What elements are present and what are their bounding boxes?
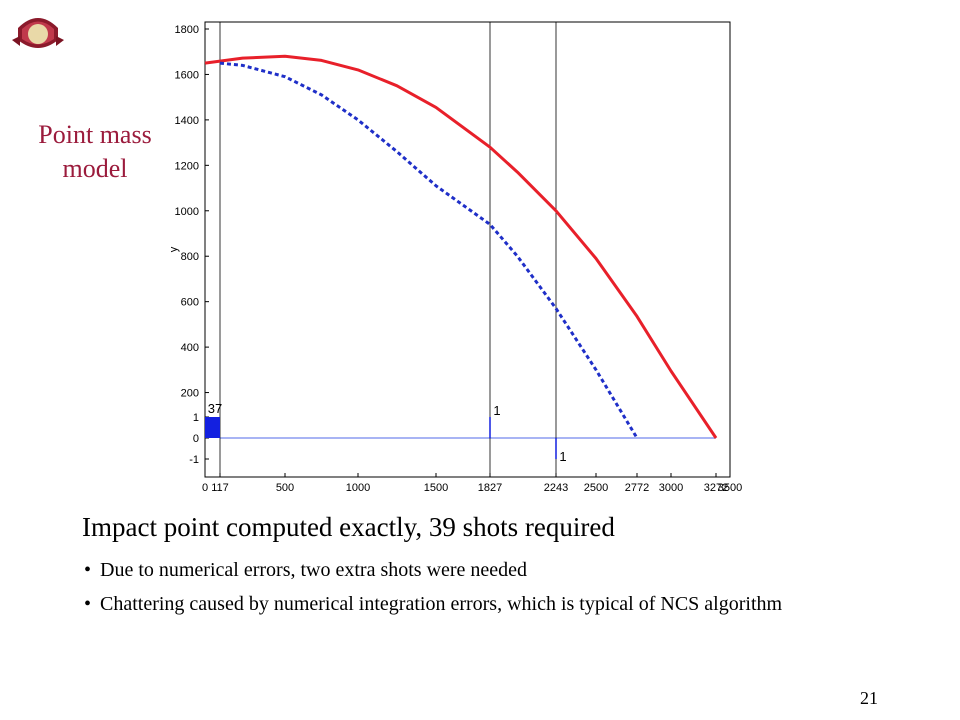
side-label-line1: Point mass bbox=[38, 120, 152, 149]
x-tick-label: 117 bbox=[211, 482, 229, 494]
slide-heading: Impact point computed exactly, 39 shots … bbox=[82, 512, 615, 542]
x-tick-label: 0 bbox=[202, 482, 208, 494]
y-tick-label: -1 bbox=[189, 454, 199, 466]
x-tick-label: 3000 bbox=[659, 482, 683, 494]
bullet-item: Due to numerical errors, two extra shots… bbox=[84, 558, 874, 582]
y-tick-label: 1600 bbox=[175, 69, 199, 81]
x-tick-label: 2243 bbox=[544, 482, 568, 494]
x-tick-label: 500 bbox=[276, 482, 294, 494]
y-tick-label: 1800 bbox=[175, 24, 199, 36]
y-tick-label: 1200 bbox=[175, 160, 199, 172]
x-tick-label: 1000 bbox=[346, 482, 370, 494]
shot-count-bar bbox=[205, 417, 220, 438]
y-tick-label: 200 bbox=[181, 388, 199, 400]
bullet-list: Due to numerical errors, two extra shots… bbox=[84, 558, 874, 626]
shot-count-label: 1 bbox=[493, 403, 500, 418]
anniversary-logo bbox=[12, 18, 64, 48]
x-tick-label: 1500 bbox=[424, 482, 448, 494]
y-tick-label: 1000 bbox=[175, 206, 199, 218]
x-tick-label: 1827 bbox=[478, 482, 502, 494]
x-tick-label: 2500 bbox=[584, 482, 608, 494]
page-number: 21 bbox=[860, 688, 878, 708]
y-tick-label: 600 bbox=[181, 297, 199, 309]
shot-count-label: 37 bbox=[208, 401, 222, 416]
y-tick-label: 1 bbox=[193, 412, 199, 424]
bullet-item: Chattering caused by numerical integrati… bbox=[84, 592, 874, 616]
y-tick-label: 0 bbox=[193, 433, 199, 445]
shot-count-label: 1 bbox=[559, 449, 566, 464]
series-line-2 bbox=[219, 61, 639, 439]
x-tick-label: 3500 bbox=[718, 482, 742, 494]
x-tick-label: 2772 bbox=[625, 482, 649, 494]
side-label: Point mass model bbox=[20, 118, 170, 186]
y-tick-label: 1400 bbox=[175, 115, 199, 127]
y-axis-label: y bbox=[168, 246, 180, 252]
y-tick-label: 400 bbox=[181, 342, 199, 354]
x-tick-label: 3272 bbox=[704, 482, 728, 494]
y-tick-label: 800 bbox=[181, 251, 199, 263]
series-line-1 bbox=[204, 54, 718, 439]
side-label-line2: model bbox=[62, 154, 128, 183]
plot-frame bbox=[204, 21, 731, 478]
trajectory-chart: 0 117 500 1000 1500 1827 2243 2500 2772 3000 32723… bbox=[168, 21, 742, 494]
